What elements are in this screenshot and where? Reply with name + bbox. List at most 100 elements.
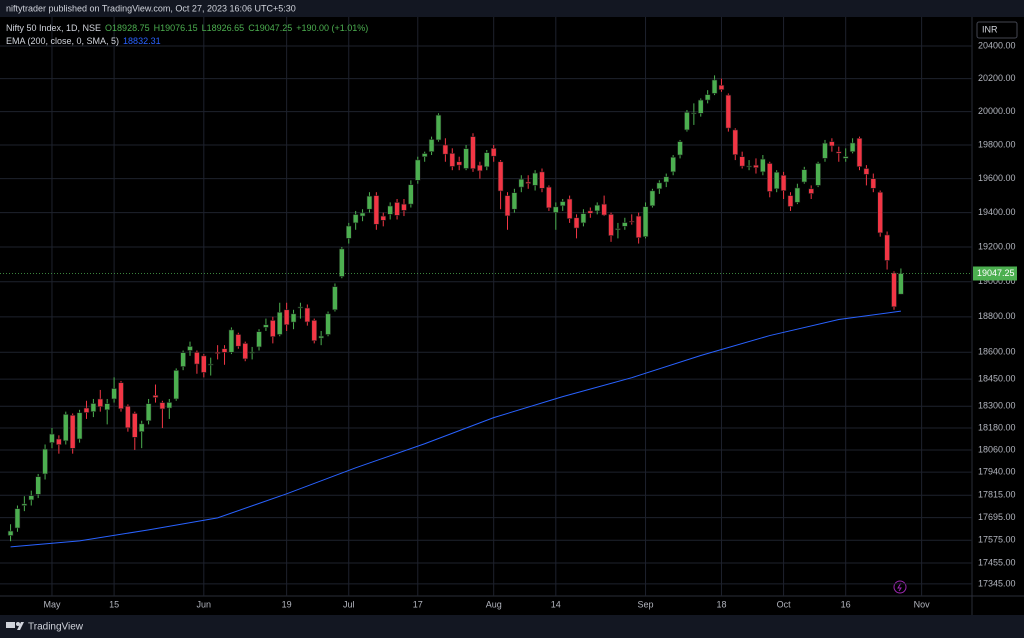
candle-body xyxy=(166,402,173,409)
change-value: +190.00 (+1.01%) xyxy=(296,23,369,33)
candle-body xyxy=(691,112,697,115)
candle-body xyxy=(842,156,849,159)
candle-body xyxy=(421,153,428,158)
legend: Nifty 50 Index, 1D, NSE O18928.75 H19076.1… xyxy=(6,22,372,48)
candle-body xyxy=(332,286,338,311)
candle-body xyxy=(808,188,814,194)
candle-body xyxy=(642,206,649,237)
candle-body xyxy=(380,215,387,221)
y-tick-label: 19800.00 xyxy=(978,139,1016,149)
candle-body xyxy=(339,248,345,277)
candle-body xyxy=(125,405,131,429)
y-tick-label: 19400.00 xyxy=(978,207,1016,217)
candle-body xyxy=(594,204,601,212)
candle-body xyxy=(14,508,21,529)
ema-row: EMA (200, close, 0, SMA, 5) 18832.31 xyxy=(6,35,372,48)
x-tick-label: Oct xyxy=(777,599,792,609)
low-value: L18926.65 xyxy=(201,23,245,33)
candle-body xyxy=(428,139,435,152)
candle-body xyxy=(97,398,104,408)
y-tick-label: 18060.00 xyxy=(978,444,1016,454)
candle-body xyxy=(76,412,83,440)
x-tick-label: 16 xyxy=(841,599,851,609)
candle-body xyxy=(214,351,221,354)
y-tick-label: 17815.00 xyxy=(978,490,1016,500)
candle-body xyxy=(898,273,904,295)
candle-body xyxy=(718,84,725,90)
candle-body xyxy=(518,178,525,188)
candle-body xyxy=(442,144,449,155)
candle-body xyxy=(615,228,621,231)
y-tick-label: 20200.00 xyxy=(978,73,1016,83)
candle-body xyxy=(401,203,407,211)
candle-body xyxy=(484,152,490,168)
y-tick-label: 18300.00 xyxy=(978,401,1016,411)
x-tick-label: Aug xyxy=(486,599,502,609)
candle-body xyxy=(773,171,780,190)
y-tick-label: 17575.00 xyxy=(978,535,1016,545)
y-tick-label: 18180.00 xyxy=(978,422,1016,432)
candle-body xyxy=(732,129,739,155)
candle-body xyxy=(553,206,559,213)
candle-body xyxy=(145,403,152,422)
candle-body xyxy=(256,331,262,348)
ema-name: EMA (200, close, 0, SMA, 5) xyxy=(6,36,120,46)
y-tick-label: 19000.00 xyxy=(978,276,1016,286)
candle-body xyxy=(304,307,311,323)
x-tick-label: 19 xyxy=(282,599,292,609)
candle-body xyxy=(587,210,594,214)
bottom-bar xyxy=(0,615,1024,638)
candle-body xyxy=(62,414,69,442)
candle-body xyxy=(325,313,331,335)
last-price-label: 19047.25 xyxy=(977,268,1015,278)
candle-body xyxy=(870,178,877,189)
currency[interactable]: INR xyxy=(982,24,998,34)
candle-body xyxy=(311,320,318,342)
candle-body xyxy=(138,423,145,432)
candle-body xyxy=(891,272,897,308)
candle-body xyxy=(497,161,504,192)
candle-body xyxy=(456,161,462,166)
candle-body xyxy=(228,329,235,353)
candle-body xyxy=(408,184,414,205)
candle-body xyxy=(836,151,842,154)
y-tick-label: 18800.00 xyxy=(978,311,1016,321)
candle-body xyxy=(877,191,883,234)
candle-body xyxy=(525,181,531,184)
y-tick-label: 20000.00 xyxy=(978,106,1016,116)
alert-icon[interactable] xyxy=(893,580,907,594)
candle-body xyxy=(822,142,828,159)
candle-body xyxy=(359,212,366,217)
y-tick-label: 18600.00 xyxy=(978,347,1016,357)
y-tick-label: 17940.00 xyxy=(978,466,1016,476)
candle-body xyxy=(90,403,97,412)
candle-body xyxy=(373,195,380,225)
y-tick-label: 17695.00 xyxy=(978,512,1016,522)
footer-brand: TradingView xyxy=(28,622,84,633)
currency-button[interactable] xyxy=(976,21,1018,39)
candle-body xyxy=(283,309,290,326)
candle-body xyxy=(83,407,90,413)
ema-line xyxy=(10,310,901,548)
candle-body xyxy=(815,163,821,186)
y-tick-label: 20400.00 xyxy=(978,40,1016,50)
x-tick-label: 15 xyxy=(109,599,119,609)
candle-body xyxy=(477,164,483,172)
ema-value: 18832.31 xyxy=(123,36,161,46)
candle-body xyxy=(649,190,656,207)
candle-body xyxy=(539,171,545,189)
candle-body xyxy=(753,164,759,168)
y-tick-label: 19200.00 xyxy=(978,241,1016,251)
close-value: C19047.25 xyxy=(248,23,293,33)
candle-body xyxy=(242,343,249,360)
candle-body xyxy=(7,530,14,536)
candle-body xyxy=(463,148,469,169)
candle-body xyxy=(249,351,255,354)
candle-body xyxy=(187,346,193,351)
candle-body xyxy=(270,320,276,337)
candle-body xyxy=(366,195,373,210)
candle-body xyxy=(566,198,573,219)
candle-body xyxy=(104,403,110,411)
candle-body xyxy=(856,137,863,167)
candle-body xyxy=(132,413,138,438)
